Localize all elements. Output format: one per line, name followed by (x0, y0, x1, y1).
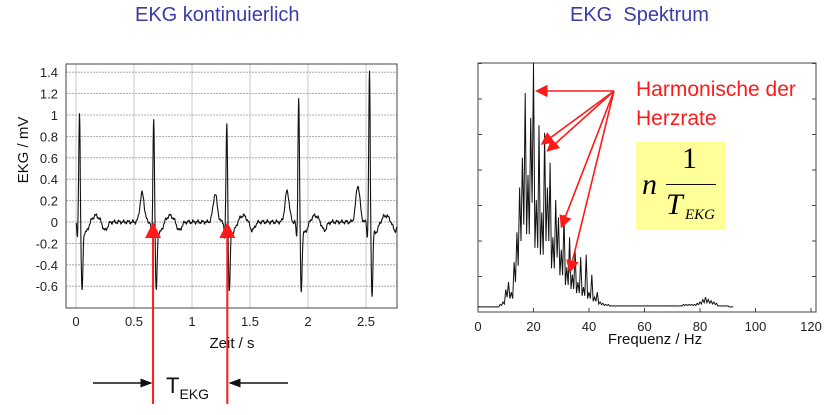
formula-denominator: T (666, 188, 683, 221)
ekg-y-tick-label: 0.2 (40, 194, 58, 209)
ekg-y-tick-label: 1 (51, 108, 58, 123)
ekg-x-axis-label: Zeit / s (209, 335, 254, 352)
spectrum-x-tick-label: 0 (474, 319, 481, 334)
ekg-x-tick-label: 2 (304, 314, 311, 329)
annotation-harmonics: Harmonische der Herzrate (636, 75, 796, 133)
ekg-y-tick-label: 0.4 (40, 172, 58, 187)
ekg-y-tick-label: 1.2 (40, 87, 58, 102)
right-chart-title: EKG Spektrum (570, 4, 709, 26)
ekg-x-tick-label: 1.5 (241, 314, 259, 329)
left-chart-title: EKG kontinuierlich (135, 4, 300, 26)
spectrum-x-tick-label: 120 (800, 319, 822, 334)
ekg-plot-frame (65, 63, 398, 309)
formula-box: n 1 T EKG (636, 142, 726, 230)
ekg-y-tick-label: 1.4 (40, 65, 58, 80)
spectrum-plot-frame (477, 62, 817, 313)
harmonic-arrow (559, 90, 615, 229)
ekg-y-tick-label: 0.8 (40, 129, 58, 144)
ekg-trace (75, 70, 398, 297)
formula-subscript: EKG (685, 207, 715, 223)
ekg-y-tick-label: -0.6 (36, 279, 58, 294)
harmonic-arrow (566, 90, 615, 274)
ekg-x-tick-label: 1 (188, 314, 195, 329)
formula-numerator: 1 (682, 142, 697, 175)
period-label: TEKG (166, 373, 209, 402)
ekg-y-tick-label: 0.6 (40, 151, 58, 166)
ekg-y-tick-label: 0 (51, 215, 58, 230)
fraction-bar (666, 184, 716, 185)
harmonic-arrow (546, 90, 615, 152)
formula-n: n (642, 168, 657, 201)
spectrum-trace (477, 62, 734, 308)
ekg-y-tick-label: -0.2 (36, 236, 58, 251)
ekg-y-axis-label: EKG / mV (15, 117, 32, 184)
harmonic-arrow (540, 90, 615, 145)
ekg-y-tick-label: -0.4 (36, 258, 58, 273)
ekg-x-tick-label: 0.5 (125, 314, 143, 329)
ekg-x-tick-label: 2.5 (357, 314, 375, 329)
spectrum-x-tick-label: 100 (745, 319, 767, 334)
spectrum-x-axis-label: Frequenz / Hz (608, 331, 702, 348)
spectrum-x-tick-label: 20 (526, 319, 540, 334)
spectrum-x-tick-label: 60 (637, 319, 651, 334)
ekg-x-tick-label: 0 (72, 314, 79, 329)
annotation-line-1: Harmonische der (636, 78, 796, 101)
spectrum-x-tick-label: 40 (582, 319, 596, 334)
annotation-line-2: Herzrate (636, 107, 717, 130)
spectrum-x-tick-label: 80 (693, 319, 707, 334)
